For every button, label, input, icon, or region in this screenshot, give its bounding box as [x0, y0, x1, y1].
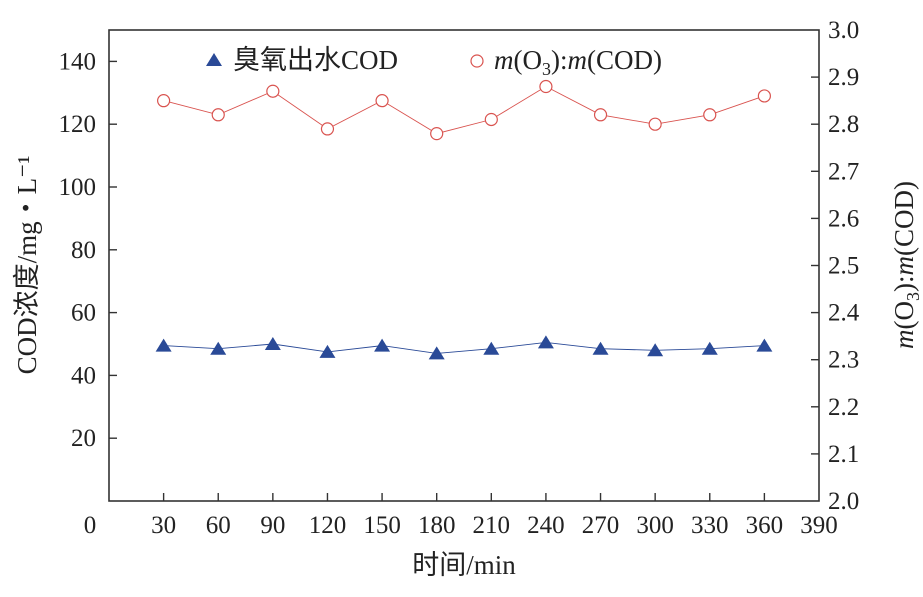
- x-axis-title: 时间/min: [412, 550, 516, 580]
- right-y-tick-label: 3.0: [828, 17, 859, 44]
- x-tick-label: 120: [309, 512, 347, 539]
- series-0-point: [319, 344, 336, 358]
- x-tick-label: 150: [363, 512, 401, 539]
- series-1-point: [211, 108, 225, 122]
- x-tick-label: 90: [260, 512, 285, 539]
- x-tick-label: 30: [151, 512, 176, 539]
- legend-marker-ratio: [470, 54, 484, 68]
- plot-frame: [108, 29, 820, 502]
- right-y-tick-label: 2.8: [828, 111, 859, 138]
- left-y-tick-label: 120: [59, 111, 97, 138]
- legend: 臭氧出水COD m(O3):m(COD): [206, 45, 662, 79]
- series-0-point: [756, 338, 773, 352]
- right-y-axis: 2.0 2.1 2.2 2.3 2.4 2.5 2.6 2.7 2.8 2.9 3.0: [811, 17, 860, 515]
- series-1-point: [375, 94, 389, 108]
- left-y-axis-title: COD浓度/mg・L⁻¹: [12, 156, 42, 375]
- series-0-point: [701, 341, 718, 355]
- right-y-tick-label: 2.6: [828, 205, 859, 232]
- x-tick-label: 300: [636, 512, 674, 539]
- right-y-tick-label: 2.7: [828, 158, 859, 185]
- x-tick-label: 390: [800, 512, 838, 539]
- x-tick-label: 240: [527, 512, 565, 539]
- series-1-point: [484, 112, 498, 127]
- series-0-point: [537, 335, 554, 349]
- left-y-tick-label: 80: [71, 237, 96, 264]
- right-y-tick-label: 2.3: [828, 347, 859, 374]
- x-tick-label: 330: [691, 512, 729, 539]
- x-tick-label: 270: [582, 512, 620, 539]
- left-y-tick-label: 60: [71, 300, 96, 327]
- series-1-point: [320, 122, 335, 136]
- legend-label-cod: 臭氧出水COD: [233, 45, 398, 75]
- right-y-tick-label: 2.4: [828, 300, 860, 327]
- series-1-point: [430, 127, 444, 141]
- series-1-point: [539, 79, 553, 94]
- left-y-tick-label: 100: [59, 174, 97, 201]
- right-y-tick-label: 2.5: [828, 253, 859, 280]
- series-0-point: [374, 338, 391, 352]
- right-y-tick-label: 2.1: [828, 441, 859, 468]
- series-0-point: [155, 338, 172, 352]
- series-1-point: [266, 84, 280, 98]
- series-0-point: [428, 346, 445, 360]
- right-y-tick-label: 2.9: [828, 64, 859, 91]
- x-tick-label: 0: [84, 512, 97, 539]
- series-1-line: [163, 85, 765, 135]
- series-0-point: [210, 341, 227, 355]
- right-y-axis-title: m(O3):m(COD): [889, 181, 923, 349]
- left-y-tick-label: 140: [59, 48, 97, 75]
- series-1-point: [593, 108, 608, 122]
- legend-label-ratio: m(O3):m(COD): [494, 45, 662, 79]
- series-0-line: [163, 341, 765, 354]
- x-tick-label: 210: [473, 512, 511, 539]
- series-1-point: [648, 117, 662, 131]
- x-tick-label: 360: [746, 512, 784, 539]
- series-0-point: [592, 341, 609, 355]
- series-0-point: [483, 341, 500, 355]
- right-y-tick-label: 2.2: [828, 394, 859, 421]
- series-0-point: [264, 337, 281, 350]
- left-y-tick-label: 20: [71, 425, 96, 452]
- left-y-tick-label: 40: [71, 362, 96, 389]
- series-0-point: [647, 343, 664, 357]
- x-tick-label: 180: [418, 512, 456, 539]
- right-y-tick-label: 2.0: [828, 488, 859, 515]
- series-layer: [155, 79, 773, 360]
- series-1-point: [703, 108, 717, 122]
- series-1-point: [157, 94, 171, 108]
- left-y-axis: 20 40 60 80 100 120 140: [59, 48, 117, 452]
- x-axis: 0 30 60 90 120 150 180 210 240 270 300 330 360 390: [84, 493, 838, 539]
- series-1-point: [757, 89, 771, 103]
- legend-marker-cod: [206, 53, 222, 66]
- x-tick-label: 60: [206, 512, 231, 539]
